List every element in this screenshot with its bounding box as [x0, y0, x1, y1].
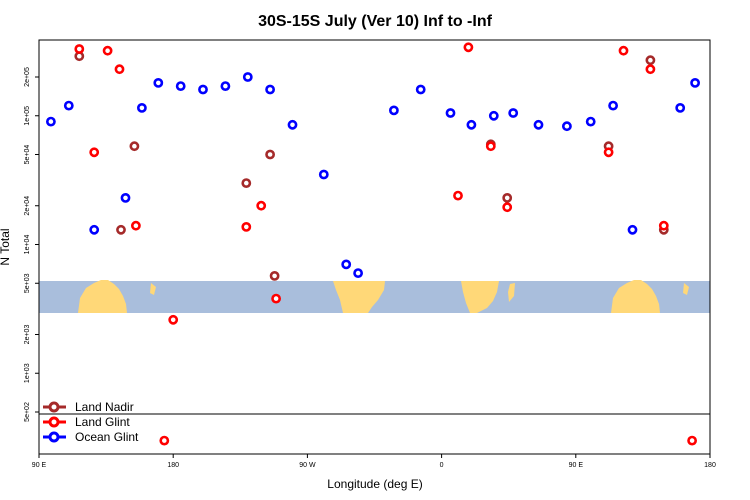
y-tick-label: 2e+04 — [24, 196, 31, 216]
ocean-glint-point — [690, 78, 700, 88]
y-tick-label: 2e+03 — [24, 325, 31, 345]
landmass-madagascar — [508, 283, 515, 302]
landmass-australia-repeat — [611, 280, 660, 313]
land-glint-point — [658, 220, 669, 231]
x-tick-label: 90 E — [32, 462, 47, 469]
ocean-glint-point — [153, 78, 164, 88]
map-strip — [39, 280, 710, 313]
ocean-glint-point — [175, 81, 186, 91]
land-nadir-point — [129, 141, 140, 152]
land-nadir-point — [502, 192, 513, 203]
ocean-glint-point — [608, 100, 618, 111]
ocean-glint-point — [415, 84, 426, 95]
land-glint-point — [603, 147, 614, 158]
x-tick-label: 180 — [167, 462, 179, 469]
legend-swatch-marker — [48, 416, 60, 428]
x-tick-label: 180 — [704, 462, 716, 469]
x-tick-label: 90 W — [299, 462, 316, 469]
ocean-glint-point — [488, 110, 499, 121]
land-glint-point — [168, 314, 179, 325]
land-glint-point — [485, 141, 496, 152]
ocean-glint-point — [265, 84, 275, 95]
y-tick-label: 1e+03 — [24, 363, 31, 383]
legend-swatch-marker — [48, 431, 60, 443]
land-glint-point — [453, 190, 463, 201]
land-glint-point — [114, 64, 125, 75]
land-glint-point — [645, 64, 656, 75]
landmass-southern-africa — [461, 281, 499, 313]
y-tick-label: 5e+03 — [24, 273, 31, 293]
x-axis-label: Longitude (deg E) — [327, 477, 422, 491]
land-glint-point — [502, 202, 513, 213]
ocean-glint-point — [89, 224, 100, 235]
ocean-glint-point — [445, 108, 456, 118]
land-glint-point — [241, 221, 252, 232]
land-glint-point — [102, 45, 113, 56]
landmass-new-zealand — [150, 283, 156, 295]
land-glint-point — [130, 220, 141, 231]
legend-item-ocean-glint: Ocean Glint — [43, 430, 139, 444]
land-glint-point — [74, 44, 85, 54]
land-nadir-point — [265, 149, 275, 160]
ocean-glint-point — [675, 103, 686, 113]
ocean-glint-point — [508, 108, 519, 118]
land-nadir-point — [269, 270, 280, 281]
landmass-south-america — [333, 281, 385, 313]
y-tick-label: 1e+05 — [24, 106, 31, 126]
legend-label: Ocean Glint — [75, 430, 139, 444]
legend-item-land-glint: Land Glint — [43, 415, 130, 429]
chart-title: 30S-15S July (Ver 10) Inf to -Inf — [258, 13, 493, 30]
y-tick-label: 5e+02 — [24, 402, 31, 422]
land-glint-point — [159, 435, 170, 446]
ocean-glint-point — [353, 268, 363, 278]
y-tick-label: 5e+04 — [24, 145, 31, 165]
ocean-glint-point — [46, 116, 56, 127]
data-points — [46, 42, 700, 446]
ocean-glint-point — [287, 119, 298, 130]
land-glint-point — [618, 45, 629, 56]
ocean-glint-point — [198, 84, 208, 95]
ocean-glint-point — [242, 72, 253, 82]
ocean-glint-point — [341, 259, 352, 270]
y-axis-label: N Total — [0, 228, 12, 265]
land-nadir-point — [241, 178, 252, 188]
x-tick-label: 90 E — [569, 462, 584, 469]
x-tick-label: 0 — [440, 462, 444, 469]
land-glint-point — [687, 435, 697, 446]
ocean-glint-point — [120, 192, 131, 203]
y-tick-label: 2e+05 — [24, 67, 31, 87]
land-glint-point — [89, 147, 100, 158]
x-axis: 90 E 180 90 W 0 90 E 180 — [32, 454, 716, 469]
ocean-glint-point — [533, 119, 544, 130]
ocean-glint-point — [585, 116, 596, 127]
ocean-glint-point — [318, 169, 329, 180]
ocean-glint-point — [220, 81, 231, 91]
legend-label: Land Glint — [75, 415, 130, 429]
ocean-glint-point — [388, 105, 399, 116]
legend: Land Nadir Land Glint Ocean Glint — [43, 400, 139, 444]
ocean-glint-point — [627, 224, 638, 235]
land-nadir-point — [116, 224, 126, 235]
landmass-new-zealand-repeat — [683, 283, 689, 295]
plot-frame — [38, 39, 711, 455]
ocean-glint-point — [466, 119, 477, 130]
ocean-glint-point — [63, 100, 74, 111]
ocean-glint-point — [562, 121, 572, 132]
ocean-glint-point — [136, 103, 147, 113]
y-tick-label: 1e+04 — [24, 235, 31, 255]
legend-label: Land Nadir — [75, 400, 134, 414]
y-axis: 5e+02 1e+03 2e+03 5e+03 1e+04 2e+04 5e+04 1e+05… — [24, 67, 39, 422]
landmass-australia — [78, 280, 127, 313]
legend-swatch-marker — [48, 401, 60, 413]
land-glint-point — [463, 42, 474, 53]
land-glint-point — [256, 200, 267, 211]
land-nadir-point — [645, 55, 656, 66]
land-glint-point — [271, 293, 281, 304]
legend-item-land-nadir: Land Nadir — [43, 400, 134, 414]
